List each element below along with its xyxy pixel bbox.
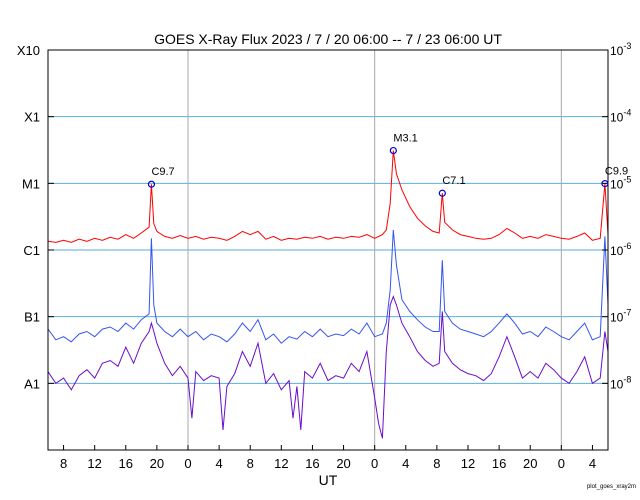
x-axis-label: UT [319, 472, 338, 488]
x-tick-label: 16 [492, 456, 506, 471]
peak-marker [389, 146, 397, 155]
x-tick-label: 0 [558, 456, 565, 471]
right-tick-label: 10-4 [610, 108, 631, 125]
right-tick-label: 10-7 [610, 308, 631, 325]
y-tick-label-X1: X1 [24, 110, 40, 125]
series-line-0 [47, 150, 609, 243]
x-tick-label: 16 [305, 456, 319, 471]
peak-layer: C9.7 M3.1 C7.1 C9.9 [147, 133, 628, 197]
x-tick-label: 0 [184, 456, 191, 471]
x-tick-label: 12 [461, 456, 475, 471]
peak-label-M3.1: M3.1 [393, 133, 417, 145]
y-tick-label-B1: B1 [24, 310, 40, 325]
footer-note: plot_goes_xray2m [587, 484, 636, 490]
x-tick-label: 20 [336, 456, 350, 471]
peak-label-C9.7: C9.7 [151, 166, 174, 178]
x-tick-label: 8 [60, 456, 67, 471]
right-tick-label: 10-3 [610, 41, 631, 58]
y-tick-label-C1: C1 [23, 243, 40, 258]
chart-title: GOES X-Ray Flux 2023 / 7 / 20 06:00 -- 7… [154, 31, 502, 47]
x-tick-label: 20 [150, 456, 164, 471]
peak-marker [147, 180, 156, 188]
x-tick-label: 12 [274, 456, 288, 471]
series-line-2 [47, 295, 609, 439]
right-tick-label: 10-8 [610, 374, 631, 391]
x-tick-label: 12 [87, 456, 101, 471]
series-line-1 [47, 229, 609, 344]
peak-label-C9.9: C9.9 [605, 166, 628, 178]
x-tick-label: 4 [589, 456, 596, 471]
x-tick-label: 20 [523, 456, 537, 471]
peak-marker [438, 189, 446, 197]
peak-label-C7.1: C7.1 [442, 175, 465, 187]
x-tick-label: 16 [119, 456, 133, 471]
y-tick-label-A1: A1 [24, 376, 40, 391]
x-tick-label: 8 [433, 456, 440, 471]
grid-layer [48, 50, 608, 450]
x-tick-label: 0 [371, 456, 378, 471]
x-tick-label: 4 [402, 456, 409, 471]
peak-marker [601, 180, 609, 188]
y-tick-label-M1: M1 [22, 176, 40, 191]
x-tick-label: 4 [215, 456, 222, 471]
series-layer [47, 150, 609, 439]
x-tick-label: 8 [247, 456, 254, 471]
right-tick-label: 10-6 [610, 241, 631, 258]
y-tick-label-X10: X10 [17, 43, 40, 58]
